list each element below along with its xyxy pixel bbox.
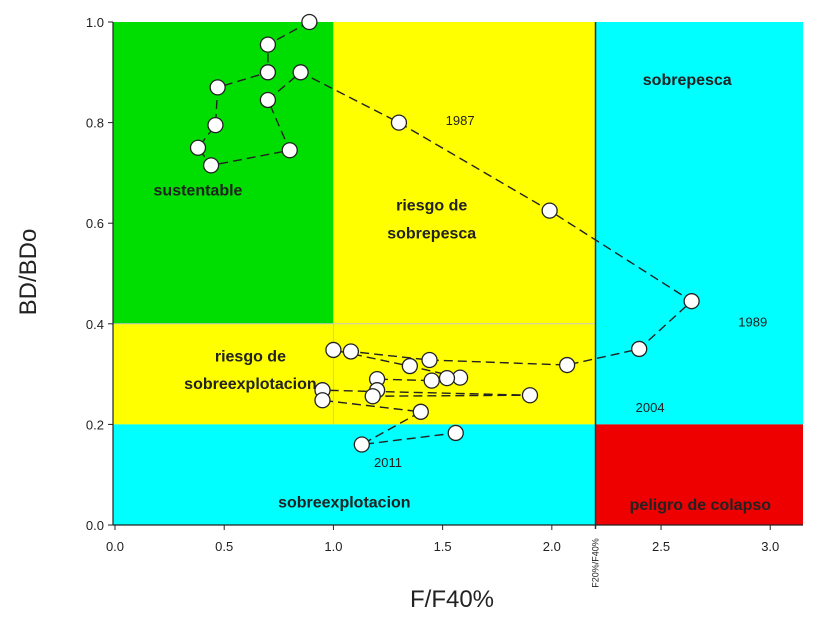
f20-f40-reference-label: F20%/F40% [591,538,601,588]
region-riesgo-de-sobrepesca [333,22,596,324]
year-annotation: 1989 [738,314,767,329]
y-tick-label: 1.0 [86,15,104,30]
x-tick-label: 1.5 [434,539,452,554]
x-axis-title: F/F40% [410,586,494,613]
data-point [364,388,381,405]
data-point [390,114,408,131]
data-point [541,202,558,219]
region-sobrepesca [595,22,803,425]
data-point [202,157,220,174]
data-point [558,356,576,374]
year-annotation: 1987 [446,113,475,128]
data-point [189,139,207,156]
x-tick-label: 3.0 [761,539,779,554]
data-point [683,293,700,310]
x-tick-label: 1.0 [324,539,342,554]
y-tick-label: 0.6 [86,216,104,231]
zone-label: sobrepesca [643,72,732,89]
region-sobreexplotacion [113,424,596,525]
data-point [301,13,318,31]
data-point [353,436,370,453]
data-point [521,387,539,404]
chart-labels: sustentable riesgo de sobrepesca riesgo de s… [154,72,772,514]
region-riesgo-de-sobreexplotacion [113,323,596,425]
data-point [325,341,342,359]
data-point [259,36,277,53]
x-tick-label: 2.0 [543,539,561,554]
y-axis-title: BD/BDo [15,229,42,316]
chart-regions [113,22,803,525]
zone-label: sobrepesca [387,225,476,242]
y-tick-label: 0.4 [86,317,104,332]
data-point [423,372,440,389]
y-tick-label: 0.2 [86,417,104,432]
region-peligro-de-colapso [595,424,803,525]
x-tick-label: 0.0 [106,539,124,554]
zone-label: sustentable [154,183,243,200]
y-tick-label: 0.8 [86,116,104,131]
data-point [292,64,309,81]
data-point [401,357,419,375]
data-point [281,142,298,159]
data-point [314,392,331,409]
data-point [438,369,456,387]
data-point [342,343,360,360]
data-point [207,116,224,134]
zone-label: riesgo de [396,198,467,215]
data-point [412,403,429,420]
chart-series [189,13,700,453]
region-dividers: F20%/F40% [113,22,601,588]
data-point [631,340,648,358]
zone-label: sobreexplotacion [184,376,316,393]
zone-label: peligro de colapso [630,497,772,514]
y-tick-label: 0.0 [86,518,104,533]
x-tick-label: 2.5 [652,539,670,554]
zone-label: sobreexplotacion [278,494,410,511]
zone-label: riesgo de [215,349,286,366]
data-point [259,64,277,81]
year-annotation: 2004 [636,400,665,415]
x-tick-label: 0.5 [215,539,233,554]
data-point [447,424,464,442]
year-annotation: 2011 [374,455,402,470]
data-point [421,351,438,369]
data-point [259,91,277,109]
data-point [209,79,226,96]
chart-axes: 0.0 0.5 1.0 1.5 2.0 2.5 3.0 0.0 0.2 0.4 0.6 0.8 1.0 [86,15,803,554]
